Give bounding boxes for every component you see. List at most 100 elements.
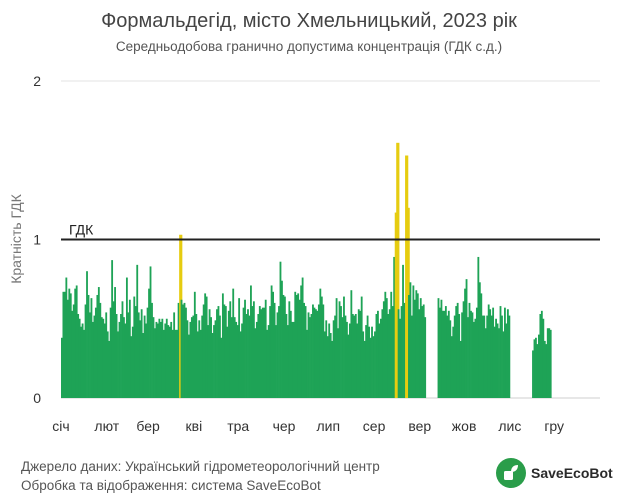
bar: [403, 302, 406, 398]
bar: [409, 282, 412, 398]
bar: [161, 318, 164, 398]
brand-logo: SaveEcoBot: [496, 457, 613, 489]
bar: [437, 298, 440, 398]
x-tick-label: лип: [317, 418, 341, 434]
bar: [323, 331, 326, 398]
bar: [68, 288, 71, 398]
bar: [322, 304, 325, 398]
bar: [444, 306, 447, 398]
bar: [65, 277, 68, 398]
bar: [208, 309, 211, 398]
bar: [495, 318, 497, 398]
bar: [263, 307, 266, 398]
bar: [198, 320, 201, 398]
bar: [267, 325, 270, 398]
y-tick-label: 1: [33, 232, 41, 248]
bar: [506, 309, 509, 398]
bar: [452, 326, 455, 398]
bar: [346, 321, 348, 398]
bar: [440, 299, 443, 398]
bar: [325, 320, 328, 398]
bar: [493, 326, 496, 398]
bar: [421, 306, 424, 398]
bar: [415, 290, 418, 398]
bar: [363, 340, 366, 398]
x-tick-label: січ: [52, 418, 69, 434]
bar: [549, 329, 552, 398]
bar: [156, 323, 159, 398]
bar: [211, 333, 214, 398]
bar: [251, 306, 254, 398]
bar: [207, 325, 210, 398]
bar: [331, 340, 334, 398]
bar: [351, 314, 354, 398]
bar: [233, 317, 236, 398]
bar: [148, 288, 150, 398]
bar: [105, 312, 108, 398]
bar: [297, 293, 300, 398]
bar: [90, 298, 93, 398]
bar: [410, 315, 413, 398]
bar: [238, 298, 241, 398]
x-tick-label: сер: [363, 418, 386, 434]
y-tick-labels: 0 1 2: [33, 73, 41, 406]
bar: [447, 310, 450, 398]
bar: [266, 329, 269, 398]
bar: [375, 314, 378, 398]
bar: [96, 294, 99, 398]
bar: [537, 334, 540, 398]
bar: [368, 326, 370, 398]
bar: [319, 288, 322, 398]
bar: [254, 328, 257, 398]
bar: [461, 312, 464, 398]
bar: [112, 301, 115, 398]
bar: [158, 318, 161, 398]
bar: [236, 325, 239, 398]
bar: [313, 307, 316, 398]
bar: [121, 301, 124, 398]
bar: [227, 310, 230, 398]
bar: [449, 320, 452, 398]
bar: [475, 307, 478, 398]
saveecobot-logo-icon: [496, 458, 526, 488]
bar: [201, 315, 204, 398]
bar: [69, 293, 72, 398]
x-tick-label: вер: [408, 418, 431, 434]
bar: [255, 321, 258, 398]
bar: [320, 296, 323, 398]
bar: [471, 312, 474, 398]
chart-title: Формальдегід, місто Хмельницький, 2023 р…: [101, 10, 517, 32]
bar: [505, 323, 508, 398]
bar: [81, 323, 84, 398]
bar: [408, 294, 410, 398]
bar: [230, 317, 233, 398]
bar: [387, 314, 390, 398]
bar: [84, 304, 87, 398]
bar: [540, 310, 543, 398]
bar: [143, 315, 146, 398]
bar: [275, 325, 277, 398]
bar: [379, 318, 382, 398]
bar: [190, 317, 193, 398]
bar: [180, 299, 183, 398]
bar: [183, 302, 186, 398]
bar: [300, 285, 303, 398]
bar: [298, 299, 301, 398]
bar: [328, 323, 331, 398]
bar: [154, 328, 156, 398]
bar: [133, 296, 136, 398]
bar: [281, 280, 283, 398]
bar: [78, 318, 81, 398]
processing-line: Обробка та відображення: система SaveEco…: [21, 478, 321, 493]
bar: [278, 306, 280, 398]
bar: [258, 306, 261, 398]
bar: [418, 309, 421, 398]
bar: [546, 328, 549, 398]
bar: [536, 344, 539, 398]
bar: [250, 285, 252, 398]
bar: [477, 256, 480, 398]
bar: [366, 315, 369, 398]
bar: [72, 304, 75, 398]
bar: [199, 329, 202, 398]
bar: [74, 288, 77, 398]
